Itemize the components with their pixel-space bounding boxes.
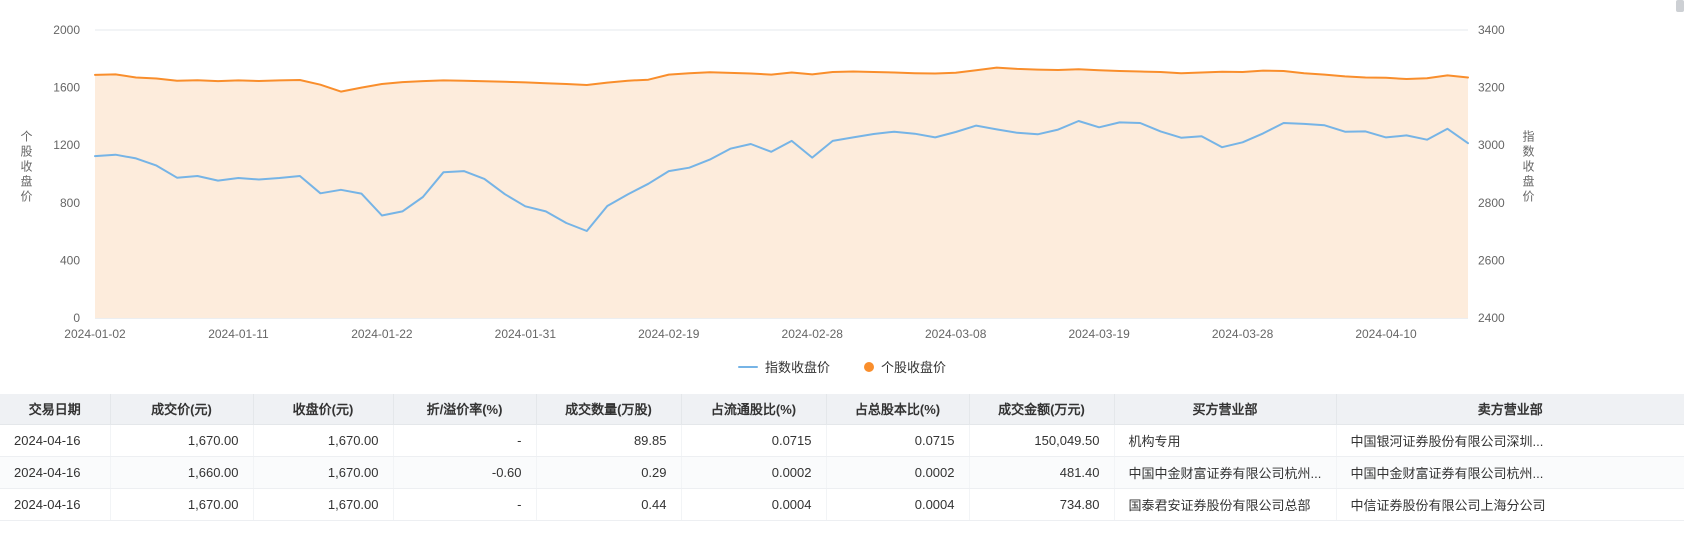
x-axis-tick: 2024-03-08 <box>925 327 987 341</box>
left-axis-title: 个股收盘价 <box>19 130 33 205</box>
right-axis-tick: 3000 <box>1478 138 1505 152</box>
column-header-close_price: 收盘价(元) <box>253 394 394 425</box>
right-axis-tick: 3200 <box>1478 81 1505 95</box>
column-header-seller: 卖方营业部 <box>1336 394 1684 425</box>
x-axis-tick: 2024-02-19 <box>638 327 700 341</box>
cell-close_price: 1,670.00 <box>253 488 394 521</box>
cell-trade_date: 2024-04-16 <box>0 456 111 489</box>
column-header-buyer: 买方营业部 <box>1114 394 1337 425</box>
header-row: 交易日期 成交价(元) 收盘价(元) 折/溢价率(%) 成交数量(万股) 占流通股比(%)… <box>0 394 1684 425</box>
legend-label: 指数收盘价 <box>764 360 830 375</box>
cell-seller: 中国中金财富证券有限公司杭州... <box>1336 456 1684 489</box>
legend-item-stock[interactable]: 个股收盘价 <box>864 357 946 376</box>
cell-deal_price: 1,660.00 <box>110 456 254 489</box>
cell-volume: 0.44 <box>536 488 682 521</box>
left-axis-tick: 2000 <box>53 23 80 37</box>
cell-seller: 中信证券股份有限公司上海分公司 <box>1336 488 1684 521</box>
left-axis-tick: 0 <box>73 311 80 325</box>
cell-trade_date: 2024-04-16 <box>0 488 111 521</box>
right-axis-tick: 2600 <box>1478 253 1505 267</box>
x-axis-tick: 2024-01-11 <box>208 327 269 341</box>
column-header-volume: 成交数量(万股) <box>536 394 682 425</box>
column-header-trade_date: 交易日期 <box>0 394 111 425</box>
column-header-deal_price: 成交价(元) <box>110 394 254 425</box>
block-trade-table: 交易日期 成交价(元) 收盘价(元) 折/溢价率(%) 成交数量(万股) 占流通股比(%)… <box>0 394 1684 521</box>
x-axis-tick: 2024-04-10 <box>1355 327 1417 341</box>
x-axis-tick: 2024-02-28 <box>782 327 844 341</box>
table-header: 交易日期 成交价(元) 收盘价(元) 折/溢价率(%) 成交数量(万股) 占流通股比(%)… <box>0 394 1684 425</box>
cell-deal_price: 1,670.00 <box>110 488 254 521</box>
right-axis-title: 指数收盘价 <box>1521 130 1535 205</box>
cell-premium_rate: - <box>393 488 537 521</box>
table-row: 2024-04-16 1,670.00 1,670.00-0.44 0.0004 0.0… <box>0 488 1684 521</box>
cell-buyer: 机构专用 <box>1114 424 1337 457</box>
table-row: 2024-04-16 1,660.00 1,670.00 -0.60 0.29 0.000… <box>0 456 1684 489</box>
cell-premium_rate: -0.60 <box>393 456 537 489</box>
cell-total_ratio: 0.0004 <box>826 488 970 521</box>
chart-legend: 指数收盘价 个股收盘价 <box>0 357 1684 376</box>
column-header-total_ratio: 占总股本比(%) <box>826 394 970 425</box>
x-axis-tick: 2024-03-28 <box>1212 327 1274 341</box>
table-row: 2024-04-16 1,670.00 1,670.00-89.85 0.0715 0.… <box>0 424 1684 457</box>
x-axis-tick: 2024-01-31 <box>495 327 557 341</box>
cell-buyer: 中国中金财富证券有限公司杭州... <box>1114 456 1337 489</box>
right-axis-tick: 2800 <box>1478 196 1505 210</box>
column-header-amount: 成交金额(万元) <box>969 394 1115 425</box>
left-axis-tick: 800 <box>60 196 80 210</box>
cell-buyer: 国泰君安证券股份有限公司总部 <box>1114 488 1337 521</box>
circle-marker-icon <box>864 361 874 372</box>
left-axis-tick: 1200 <box>53 138 80 152</box>
x-axis-tick: 2024-03-19 <box>1068 327 1130 341</box>
cell-float_ratio: 0.0715 <box>681 424 827 457</box>
left-axis-tick: 400 <box>60 253 80 267</box>
cell-close_price: 1,670.00 <box>253 424 394 457</box>
cell-amount: 734.80 <box>969 488 1115 521</box>
line-marker-icon <box>737 365 758 368</box>
cell-amount: 481.40 <box>969 456 1115 489</box>
cell-deal_price: 1,670.00 <box>110 424 254 457</box>
stock-close-line <box>94 66 1469 93</box>
chart-canvas[interactable]: 2000 1600 1200 800 400 0 3400 3200 3000 2800 2600 2… <box>0 0 1684 392</box>
cell-volume: 89.85 <box>536 424 682 457</box>
cell-amount: 150,049.50 <box>969 424 1115 457</box>
stock-area-fill <box>95 67 1468 318</box>
cell-total_ratio: 0.0002 <box>826 456 970 489</box>
price-chart-panel: 2000 1600 1200 800 400 0 3400 3200 3000 2800 2600 2… <box>0 0 1684 392</box>
cell-seller: 中国银河证券股份有限公司深圳... <box>1336 424 1684 457</box>
legend-label: 个股收盘价 <box>881 360 947 375</box>
cell-float_ratio: 0.0004 <box>681 488 827 521</box>
legend-item-index[interactable]: 指数收盘价 <box>737 357 830 376</box>
cell-total_ratio: 0.0715 <box>826 424 970 457</box>
index-close-line <box>94 120 1469 232</box>
page-scrollbar-thumb[interactable] <box>1676 0 1684 12</box>
right-axis-tick: 3400 <box>1478 23 1505 37</box>
cell-volume: 0.29 <box>536 456 682 489</box>
cell-close_price: 1,670.00 <box>253 456 394 489</box>
cell-trade_date: 2024-04-16 <box>0 424 111 457</box>
left-axis-tick: 1600 <box>53 81 80 95</box>
x-axis-tick: 2024-01-22 <box>351 327 413 341</box>
cell-premium_rate: - <box>393 424 537 457</box>
right-axis-tick: 2400 <box>1478 311 1505 325</box>
table-body: 2024-04-16 1,670.00 1,670.00-89.85 0.0715 0.… <box>0 424 1684 521</box>
column-header-premium_rate: 折/溢价率(%) <box>393 394 537 425</box>
cell-float_ratio: 0.0002 <box>681 456 827 489</box>
column-header-float_ratio: 占流通股比(%) <box>681 394 827 425</box>
x-axis-tick: 2024-01-02 <box>64 327 126 341</box>
